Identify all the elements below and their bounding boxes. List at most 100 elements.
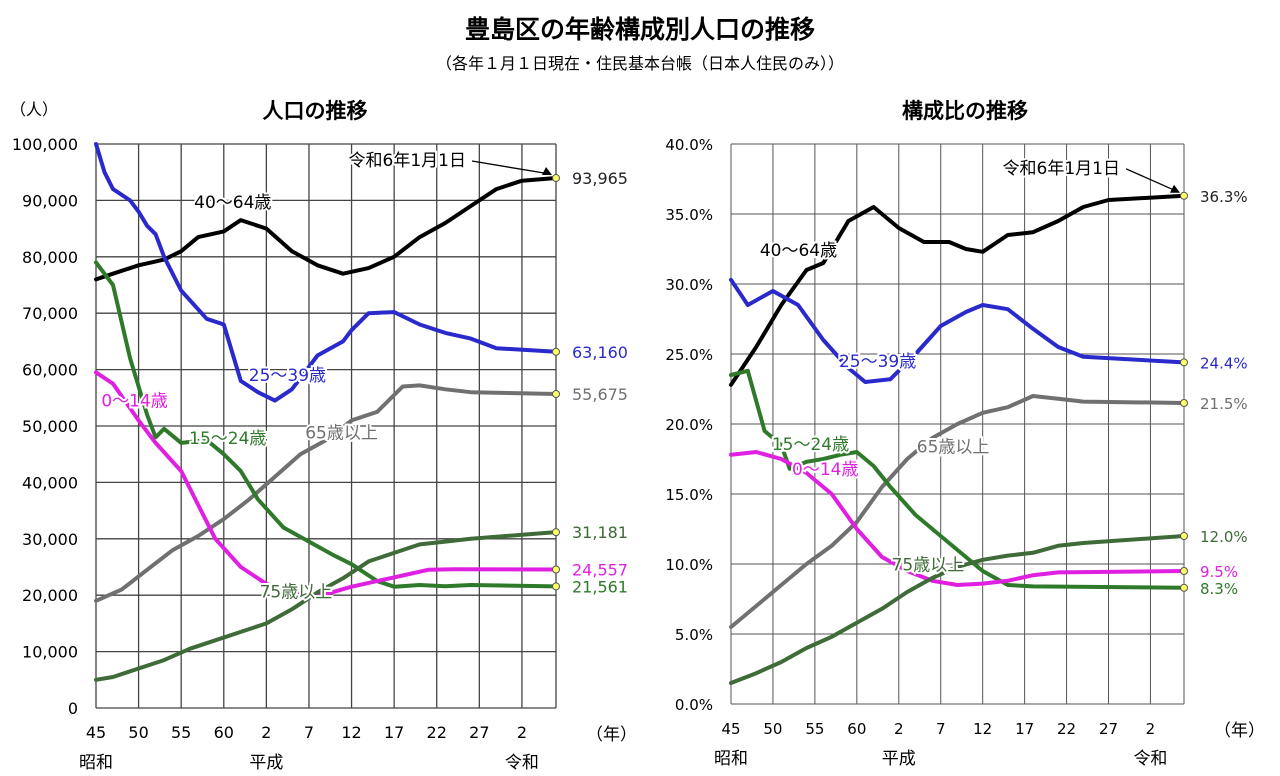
pop-x-tick-label: 2 — [517, 723, 527, 742]
pop-series-line-4 — [94, 370, 558, 598]
ratio-series-name-label: 15～24歳 — [772, 435, 849, 455]
ratio-series-name-label: 0～14歳 — [792, 460, 858, 480]
ratio-chart-title: 構成比の推移 — [902, 99, 1028, 123]
pop-x-tick-label: 27 — [469, 723, 489, 742]
pop-series-line-1 — [94, 142, 558, 403]
pop-callout-label: 令和6年1月1日 — [349, 151, 466, 171]
page-title: 豊島区の年齢構成別人口の推移 — [464, 15, 815, 44]
pop-end-marker — [552, 389, 560, 398]
ratio-end-marker — [1180, 191, 1188, 200]
pop-y-tick-label: 90,000 — [22, 191, 78, 210]
ratio-callout-label: 令和6年1月1日 — [1003, 159, 1120, 179]
pop-end-marker — [552, 528, 560, 537]
pop-x-tick-label: 7 — [304, 723, 314, 742]
pop-x-unit: （年） — [586, 725, 637, 745]
pop-series-line-0 — [94, 176, 558, 282]
pop-x-tick-label: 50 — [128, 723, 148, 742]
pop-end-value-label: 55,675 — [572, 385, 628, 404]
pop-end-value-label: 93,965 — [572, 169, 628, 188]
pop-series-name-label: 75歳以上 — [260, 582, 333, 602]
pop-y-tick-label: 40,000 — [22, 473, 78, 492]
ratio-series-line-1 — [729, 277, 1186, 384]
pop-series-name-label: 0～14歳 — [101, 391, 167, 411]
population-chart: 人口の推移 （人） 100,000 90,000 80,000 70,000 60,000 5… — [10, 99, 637, 773]
pop-end-marker — [552, 347, 560, 356]
ratio-x-tick-label: 55 — [805, 720, 824, 738]
ratio-x-unit: （年） — [1214, 721, 1265, 741]
pop-x-tick-label: 12 — [341, 723, 361, 742]
ratio-callout-arrowhead — [1170, 184, 1180, 193]
ratio-y-tick-label: 15.0% — [665, 486, 713, 504]
composition-chart: 構成比の推移40.0%35.0%30.0%25.0%20.0%15.0%10.0… — [665, 99, 1265, 769]
pop-series-name-label: 15～24歳 — [189, 429, 266, 449]
ratio-era-label: 令和 — [1133, 749, 1167, 769]
pop-end-marker — [552, 565, 560, 574]
pop-series-line-5 — [94, 530, 558, 682]
ratio-series-name-label: 65歳以上 — [917, 438, 990, 458]
ratio-x-tick-label: 50 — [763, 720, 782, 738]
pop-end-value-label: 24,557 — [572, 560, 628, 579]
ratio-era-label: 昭和 — [714, 749, 748, 769]
ratio-callout-arrow-line — [1125, 168, 1179, 193]
pop-x-tick-label: 55 — [171, 723, 191, 742]
ratio-y-tick-label: 25.0% — [665, 346, 713, 364]
ratio-x-tick-label: 27 — [1099, 720, 1118, 738]
ratio-y-tick-label: 5.0% — [675, 626, 713, 644]
ratio-end-value-label: 8.3% — [1200, 580, 1238, 598]
ratio-series-line-0 — [729, 193, 1186, 387]
pop-y-tick-label: 70,000 — [22, 304, 78, 323]
ratio-y-tick-label: 30.0% — [665, 276, 713, 294]
pop-series-name-label: 65歳以上 — [305, 423, 378, 443]
pop-era-label: 昭和 — [79, 753, 113, 773]
pop-series-line-2 — [94, 383, 558, 603]
page-subtitle: （各年１月１日現在・住民基本台帳（日本人住民のみ）） — [435, 54, 844, 73]
ratio-series-line-2 — [729, 394, 1186, 629]
ratio-series-line-3 — [729, 368, 1186, 590]
ratio-series-line-4 — [729, 450, 1186, 587]
pop-era-label: 令和 — [505, 753, 539, 773]
pop-series-name-label: 25～39歳 — [249, 366, 326, 386]
ratio-x-tick-label: 45 — [721, 720, 740, 738]
ratio-end-value-label: 12.0% — [1200, 528, 1248, 546]
ratio-x-tick-label: 60 — [847, 720, 866, 738]
ratio-y-tick-label: 10.0% — [665, 556, 713, 574]
pop-series-line-3 — [94, 260, 558, 589]
pop-x-tick-label: 45 — [86, 723, 106, 742]
ratio-end-value-label: 21.5% — [1200, 395, 1248, 413]
pop-x-tick-label: 2 — [261, 723, 271, 742]
ratio-x-tick-label: 7 — [936, 720, 946, 738]
pop-end-marker — [552, 582, 560, 591]
ratio-end-marker — [1180, 358, 1188, 367]
ratio-y-tick-label: 40.0% — [665, 136, 713, 154]
ratio-x-tick-label: 17 — [1015, 720, 1034, 738]
pop-y-tick-label: 100,000 — [12, 135, 78, 154]
pop-y-tick-label: 60,000 — [22, 361, 78, 380]
pop-callout-arrowhead — [542, 167, 552, 176]
pop-end-value-label: 63,160 — [572, 343, 628, 362]
ratio-y-tick-label: 0.0% — [675, 696, 713, 714]
pop-end-value-label: 21,561 — [572, 577, 628, 596]
ratio-y-tick-label: 20.0% — [665, 416, 713, 434]
ratio-x-tick-label: 2 — [894, 720, 904, 738]
pop-end-marker — [552, 174, 560, 183]
pop-x-tick-label: 17 — [384, 723, 404, 742]
ratio-series-line-5 — [729, 534, 1186, 685]
pop-y-tick-label: 80,000 — [22, 248, 78, 267]
ratio-end-value-label: 24.4% — [1200, 354, 1248, 372]
ratio-end-marker — [1180, 399, 1188, 407]
ratio-x-tick-label: 12 — [973, 720, 992, 738]
pop-era-label: 平成 — [249, 753, 283, 773]
pop-y-tick-label: 50,000 — [22, 417, 78, 436]
pop-chart-title: 人口の推移 — [263, 99, 368, 123]
ratio-x-tick-label: 2 — [1146, 720, 1156, 738]
pop-y-tick-label: 30,000 — [22, 530, 78, 549]
ratio-end-marker — [1180, 532, 1188, 540]
pop-y-unit: （人） — [10, 100, 58, 119]
ratio-x-tick-label: 22 — [1057, 720, 1076, 738]
pop-x-tick-label: 60 — [214, 723, 234, 742]
pop-x-tick-label: 22 — [427, 723, 447, 742]
pop-y-tick-label: 0 — [68, 699, 78, 718]
ratio-end-marker — [1180, 567, 1188, 575]
ratio-end-value-label: 9.5% — [1200, 563, 1238, 581]
pop-y-tick-label: 20,000 — [22, 586, 78, 605]
